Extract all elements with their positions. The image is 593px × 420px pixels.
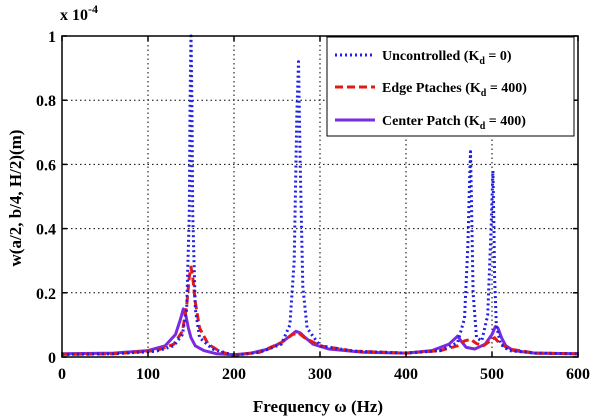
x-tick-label: 100 bbox=[136, 366, 160, 383]
scale-base: x 10 bbox=[60, 7, 88, 24]
x-tick-label: 200 bbox=[222, 366, 246, 383]
x-tick-label: 0 bbox=[58, 366, 66, 383]
series-layer bbox=[61, 34, 579, 357]
series-uncontrolled bbox=[61, 34, 579, 357]
x-tick-label: 500 bbox=[480, 366, 504, 383]
x-tick-label: 400 bbox=[394, 366, 418, 383]
legend: Uncontrolled (Kd = 0) Edge Ptaches (Kd =… bbox=[326, 36, 575, 137]
y-tick-label: 0.4 bbox=[36, 222, 56, 239]
y-tick-label: 1 bbox=[48, 29, 56, 46]
y-axis-label: w(a/2, b/4, H/2)(m) bbox=[6, 130, 25, 267]
y-tick-label: 0.6 bbox=[36, 157, 56, 174]
x-tick-label: 300 bbox=[308, 366, 332, 383]
y-tick-label: 0.2 bbox=[36, 286, 56, 303]
scale-exponent: -4 bbox=[88, 2, 98, 16]
axis-ticks: 0 100 200 300 400 500 600 0 0.2 0.4 0.6 0.8 1 bbox=[36, 29, 590, 383]
legend-entry-center: Center Patch (Kd = 400) bbox=[382, 114, 526, 132]
grid-lines bbox=[62, 36, 578, 357]
y-tick-label: 0 bbox=[48, 350, 56, 367]
y-scale-factor: x 10-4 bbox=[60, 2, 98, 24]
x-tick-label: 600 bbox=[566, 366, 590, 383]
x-axis-label: Frequency ω (Hz) bbox=[253, 397, 383, 416]
legend-entry-uncontrolled: Uncontrolled (Kd = 0) bbox=[382, 49, 512, 67]
legend-entry-edge: Edge Ptaches (Kd = 400) bbox=[382, 81, 527, 99]
y-tick-label: 0.8 bbox=[36, 93, 56, 110]
